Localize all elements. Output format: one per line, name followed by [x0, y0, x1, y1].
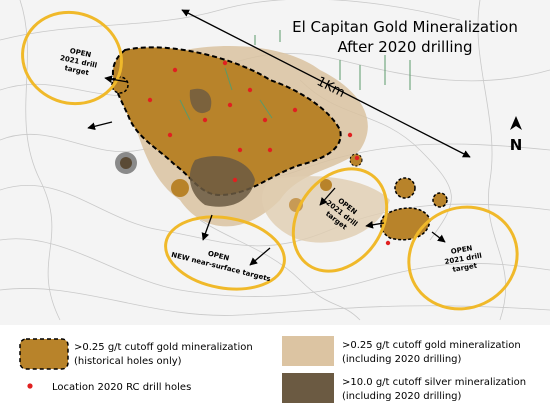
legend-text: (historical holes only) [74, 356, 182, 367]
mineralization-historical [432, 192, 448, 208]
north-arrow [510, 116, 522, 130]
legend-swatch [282, 336, 334, 366]
target-ellipses [21, 10, 519, 311]
legend-swatch [282, 373, 334, 403]
legend-text: Location 2020 RC drill holes [52, 382, 191, 393]
arrows [87, 9, 471, 266]
title: El Capitan Gold Mineralization [292, 18, 518, 36]
mineralization-historical [349, 153, 363, 167]
mineralization-historical [394, 177, 416, 199]
legend-swatch [19, 338, 69, 370]
silver-mineralization [120, 157, 132, 169]
scale-bar [181, 9, 471, 158]
mineralization-historical [171, 179, 189, 197]
silver-mineralization [189, 156, 255, 207]
legend: >0.25 g/t cutoff gold mineralization (hi… [19, 336, 526, 403]
legend-text: (including 2020 drilling) [342, 391, 462, 402]
mineralization-historical [320, 179, 332, 191]
legend-text: >0.25 g/t cutoff gold mineralization [342, 340, 521, 351]
target-text: OPEN [450, 244, 473, 256]
legend-text: (including 2020 drilling) [342, 354, 462, 365]
legend-text: >10.0 g/t cutoff silver mineralization [342, 377, 526, 388]
legend-text: >0.25 g/t cutoff gold mineralization [74, 342, 253, 353]
title: After 2020 drilling [337, 38, 472, 56]
north-label: N [510, 136, 523, 154]
target-label: OPEN 2021 drill target [444, 244, 482, 274]
legend-swatch [27, 383, 33, 389]
